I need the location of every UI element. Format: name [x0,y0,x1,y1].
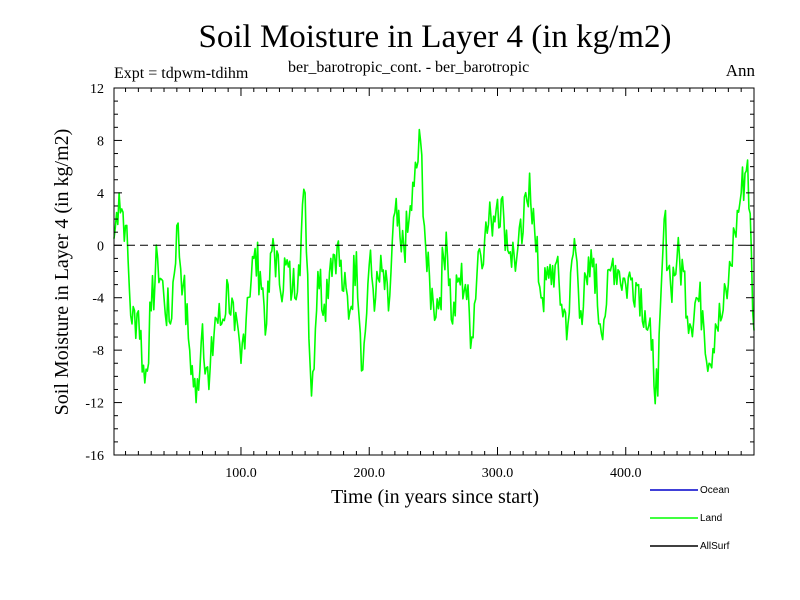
chart-title: Soil Moisture in Layer 4 (in kg/m2) [199,19,672,55]
y-tick-label: 4 [97,187,104,202]
x-tick-label: 400.0 [610,466,642,481]
period-label: Ann [726,61,756,80]
plot-area [113,87,755,456]
legend-label-land: Land [700,513,722,524]
x-tick-label: 100.0 [225,466,257,481]
x-tick-label: 300.0 [482,466,514,481]
chart-subtitle: ber_barotropic_cont. - ber_barotropic [288,59,529,76]
experiment-label: Expt = tdpwm-tdihm [114,65,249,82]
y-tick-label: 12 [90,82,104,97]
y-tick-label: -12 [85,397,104,412]
legend-label-allsurf: AllSurf [700,541,730,552]
y-tick-label: 8 [97,134,104,149]
axis-ticks [114,87,754,456]
y-axis-label: Soil Moisture in Layer 4 (in kg/m2) [51,129,73,416]
y-tick-label: -8 [92,344,104,359]
series-layer [113,128,755,405]
x-tick-labels: 100.0 200.0 300.0 400.0 [225,466,641,481]
y-tick-label: -4 [92,292,104,307]
y-tick-label: 0 [97,239,104,254]
legend-label-ocean: Ocean [700,485,729,496]
y-tick-label: -16 [85,449,104,464]
x-tick-label: 200.0 [353,466,385,481]
plot-frame [113,87,755,456]
x-axis-label: Time (in years since start) [331,486,539,508]
legend: Ocean Land AllSurf [650,485,730,552]
y-tick-labels: -16 -12 -8 -4 0 4 8 12 [85,82,104,464]
series-line-land [113,128,755,405]
